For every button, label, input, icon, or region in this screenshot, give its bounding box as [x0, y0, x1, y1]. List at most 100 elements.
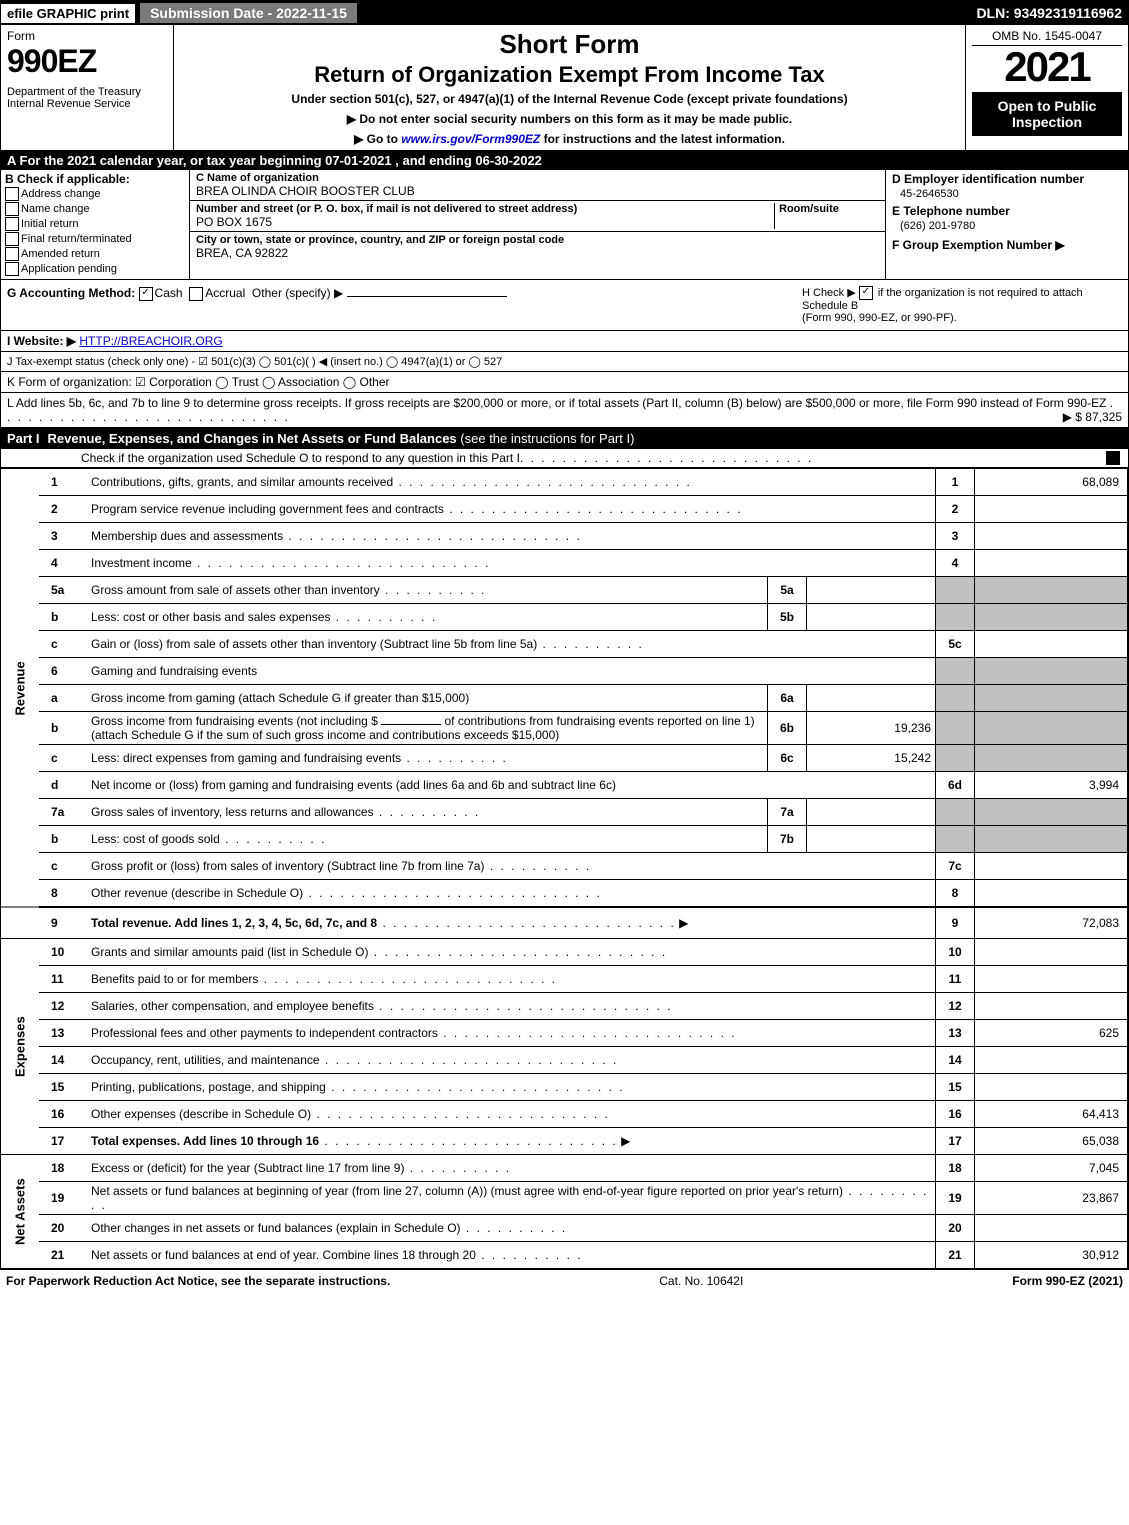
footer-left: For Paperwork Reduction Act Notice, see … [6, 1274, 390, 1288]
top-bar: efile GRAPHIC print Submission Date - 20… [1, 1, 1128, 25]
line-5c: c Gain or (loss) from sale of assets oth… [1, 631, 1128, 658]
street: PO BOX 1675 [196, 215, 774, 229]
val-6d: 3,994 [975, 772, 1128, 799]
l-text: L Add lines 5b, 6c, and 7b to line 9 to … [7, 396, 1106, 410]
ein: 45-2646530 [892, 188, 1122, 200]
line-6b: b Gross income from fundraising events (… [1, 712, 1128, 745]
chk-address-change[interactable]: Address change [5, 187, 185, 201]
form-number: 990EZ [7, 43, 167, 80]
part1-table: Revenue 1 Contributions, gifts, grants, … [1, 468, 1128, 1269]
chk-accrual[interactable] [189, 287, 203, 301]
col-b-checkboxes: B Check if applicable: Address change Na… [1, 170, 190, 279]
efile-label: efile GRAPHIC print [1, 4, 135, 23]
header-left: Form 990EZ Department of the Treasury In… [1, 25, 174, 150]
line-18: Net Assets 18 Excess or (deficit) for th… [1, 1155, 1128, 1182]
org-name-label: C Name of organization [196, 172, 879, 184]
col-def: D Employer identification number 45-2646… [885, 170, 1128, 279]
submission-date: Submission Date - 2022-11-15 [139, 2, 358, 24]
instr-goto: ▶ Go to www.irs.gov/Form990EZ for instru… [182, 132, 957, 146]
row-gh: G Accounting Method: Cash Accrual Other … [1, 280, 1128, 331]
i-label: I Website: ▶ [7, 334, 76, 348]
h-text3: (Form 990, 990-EZ, or 990-PF). [802, 312, 957, 324]
val-6b: 19,236 [807, 712, 936, 745]
line-3: 3 Membership dues and assessments 3 [1, 523, 1128, 550]
line-16: 16 Other expenses (describe in Schedule … [1, 1101, 1128, 1128]
street-label: Number and street (or P. O. box, if mail… [196, 203, 774, 215]
header-right: OMB No. 1545-0047 2021 Open to Public In… [966, 25, 1128, 150]
g-label: G Accounting Method: [7, 286, 135, 300]
val-17: 65,038 [975, 1128, 1128, 1155]
chk-schedule-o[interactable] [1106, 451, 1120, 465]
section-bcdef: B Check if applicable: Address change Na… [1, 170, 1128, 280]
line-7c: c Gross profit or (loss) from sales of i… [1, 853, 1128, 880]
org-name-row: C Name of organization BREA OLINDA CHOIR… [190, 170, 885, 201]
row-i: I Website: ▶ HTTP://BREACHOIR.ORG [1, 331, 1128, 352]
val-6c: 15,242 [807, 745, 936, 772]
row-j: J Tax-exempt status (check only one) - ☑… [1, 352, 1128, 372]
form-label: Form [7, 29, 167, 43]
tax-year: 2021 [972, 46, 1122, 88]
website-link[interactable]: HTTP://BREACHOIR.ORG [79, 334, 222, 348]
sidelabel-revenue: Revenue [1, 469, 39, 908]
line-8: 8 Other revenue (describe in Schedule O)… [1, 880, 1128, 908]
line-7a: 7a Gross sales of inventory, less return… [1, 799, 1128, 826]
line-6c: c Less: direct expenses from gaming and … [1, 745, 1128, 772]
page-footer: For Paperwork Reduction Act Notice, see … [0, 1270, 1129, 1292]
line-11: 11 Benefits paid to or for members 11 [1, 966, 1128, 993]
val-1: 68,089 [975, 469, 1128, 496]
sidelabel-netassets: Net Assets [1, 1155, 39, 1269]
val-19: 23,867 [975, 1182, 1128, 1215]
line-15: 15 Printing, publications, postage, and … [1, 1074, 1128, 1101]
ein-label: D Employer identification number [892, 172, 1122, 186]
row-a-tax-year: A For the 2021 calendar year, or tax yea… [1, 151, 1128, 170]
val-18: 7,045 [975, 1155, 1128, 1182]
line-2: 2 Program service revenue including gove… [1, 496, 1128, 523]
part1-sub: Check if the organization used Schedule … [1, 449, 1128, 468]
line-21: 21 Net assets or fund balances at end of… [1, 1242, 1128, 1269]
chk-application-pending[interactable]: Application pending [5, 262, 185, 276]
line-6d: d Net income or (loss) from gaming and f… [1, 772, 1128, 799]
line-7b: b Less: cost of goods sold 7b [1, 826, 1128, 853]
short-form-title: Short Form [182, 29, 957, 60]
form-subtitle: Under section 501(c), 527, or 4947(a)(1)… [182, 92, 957, 106]
line-20: 20 Other changes in net assets or fund b… [1, 1215, 1128, 1242]
line-1: Revenue 1 Contributions, gifts, grants, … [1, 469, 1128, 496]
grp-label: F Group Exemption Number ▶ [892, 238, 1122, 252]
line-6a: a Gross income from gaming (attach Sched… [1, 685, 1128, 712]
chk-cash[interactable] [139, 287, 153, 301]
col-c-org: C Name of organization BREA OLINDA CHOIR… [190, 170, 885, 279]
form-990ez: efile GRAPHIC print Submission Date - 20… [0, 0, 1129, 1270]
line-9: 9 Total revenue. Add lines 1, 2, 3, 4, 5… [1, 907, 1128, 939]
line-4: 4 Investment income 4 [1, 550, 1128, 577]
footer-formref: Form 990-EZ (2021) [1012, 1274, 1123, 1288]
org-name: BREA OLINDA CHOIR BOOSTER CLUB [196, 184, 879, 198]
line-19: 19 Net assets or fund balances at beginn… [1, 1182, 1128, 1215]
line-10: Expenses 10 Grants and similar amounts p… [1, 939, 1128, 966]
row-g: G Accounting Method: Cash Accrual Other … [7, 286, 802, 324]
row-l: L Add lines 5b, 6c, and 7b to line 9 to … [1, 393, 1128, 428]
chk-amended-return[interactable]: Amended return [5, 247, 185, 261]
chk-final-return[interactable]: Final return/terminated [5, 232, 185, 246]
line-17: 17 Total expenses. Add lines 10 through … [1, 1128, 1128, 1155]
l-amount: ▶ $ 87,325 [1063, 410, 1122, 424]
part1-header: Part I Revenue, Expenses, and Changes in… [1, 428, 1128, 449]
line-12: 12 Salaries, other compensation, and emp… [1, 993, 1128, 1020]
part1-title: Revenue, Expenses, and Changes in Net As… [48, 431, 635, 446]
g-other: Other (specify) ▶ [252, 286, 343, 300]
tel-label: E Telephone number [892, 204, 1122, 218]
line-14: 14 Occupancy, rent, utilities, and maint… [1, 1047, 1128, 1074]
h-label: H Check ▶ [802, 287, 856, 299]
chk-name-change[interactable]: Name change [5, 202, 185, 216]
chk-h[interactable] [859, 286, 873, 300]
irs-label: Internal Revenue Service [7, 98, 167, 110]
room-label: Room/suite [779, 203, 879, 215]
val-13: 625 [975, 1020, 1128, 1047]
irs-link[interactable]: www.irs.gov/Form990EZ [401, 132, 540, 146]
line-5a: 5a Gross amount from sale of assets othe… [1, 577, 1128, 604]
chk-initial-return[interactable]: Initial return [5, 217, 185, 231]
dln: DLN: 93492319116962 [976, 5, 1128, 21]
footer-catno: Cat. No. 10642I [659, 1274, 743, 1288]
city-row: City or town, state or province, country… [190, 232, 885, 262]
b-header: B Check if applicable: [5, 172, 185, 186]
city: BREA, CA 92822 [196, 246, 879, 260]
